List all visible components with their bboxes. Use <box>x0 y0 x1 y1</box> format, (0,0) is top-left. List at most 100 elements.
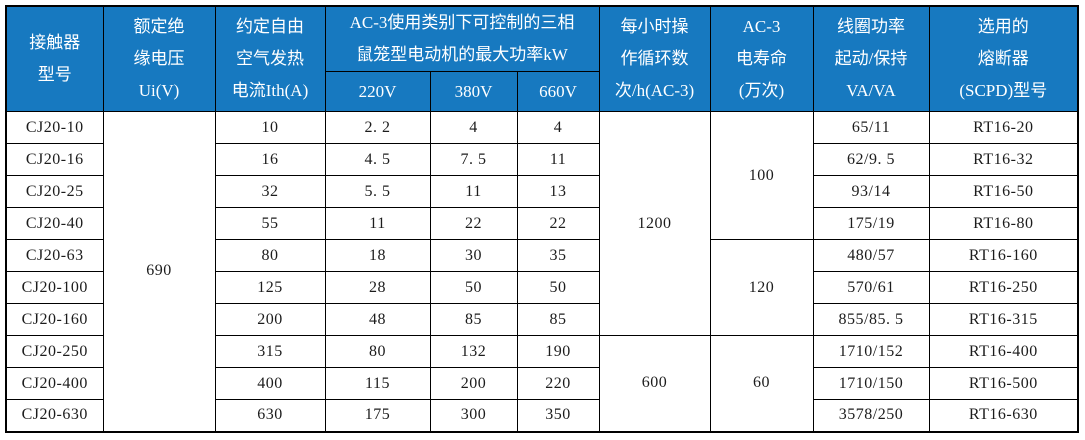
cell-coil: 1710/152 <box>812 335 930 368</box>
header-row-main: 接触器 型号 额定绝 缘电压 Ui(V) 约定自由 空气发热 电流Ith(A) … <box>5 5 1079 112</box>
table-header: 接触器 型号 额定绝 缘电压 Ui(V) 约定自由 空气发热 电流Ith(A) … <box>5 5 1079 112</box>
cell-coil: 3578/250 <box>812 399 930 432</box>
col-header-insulation-voltage: 额定绝 缘电压 Ui(V) <box>102 5 216 112</box>
cell-ith: 315 <box>214 335 326 368</box>
col-header-fuse: 选用的 熔断器 (SCPD)型号 <box>928 5 1079 112</box>
cell-kw660: 4 <box>516 111 600 144</box>
col-header-660v: 660V <box>516 71 600 112</box>
cell-kw660: 350 <box>516 399 600 432</box>
cell-model: CJ20-630 <box>5 399 104 432</box>
table-row: CJ20-25 32 5. 5 11 13 93/14 RT16-50 <box>5 175 1079 208</box>
table-row: CJ20-250 315 80 132 190 600 60 1710/152 … <box>5 335 1079 432</box>
cell-kw380: 50 <box>429 271 518 304</box>
cell-life-merged: 100 <box>709 111 814 240</box>
col-header-ac3-power-group: AC-3使用类别下可控制的三相 鼠笼型电动机的最大功率kW <box>324 5 600 72</box>
cell-kw380: 22 <box>429 207 518 240</box>
table-row: CJ20-63 80 18 30 35 120 480/57 RT16-160 <box>5 239 1079 336</box>
contactor-spec-table: 接触器 型号 额定绝 缘电压 Ui(V) 约定自由 空气发热 电流Ith(A) … <box>5 5 1080 433</box>
cell-kw660: 35 <box>516 239 600 272</box>
cell-kw380: 85 <box>429 303 518 336</box>
cell-kw380: 132 <box>429 335 518 368</box>
cell-model: CJ20-63 <box>5 239 104 272</box>
cell-kw660: 22 <box>516 207 600 240</box>
cell-kw660: 13 <box>516 175 600 208</box>
header-row-voltages: 220V 380V 660V <box>6 71 1078 112</box>
cell-ith: 55 <box>214 207 326 240</box>
cell-coil: 855/85. 5 <box>812 303 930 336</box>
cell-kw220: 115 <box>324 367 431 400</box>
table-body: CJ20-10 690 10 2. 2 4 4 1200 100 65/11 R… <box>5 111 1079 432</box>
cell-coil: 65/11 <box>812 111 930 144</box>
table-row: CJ20-630 630 175 300 350 3578/250 RT16-6… <box>5 399 1079 432</box>
cell-kw380: 200 <box>429 367 518 400</box>
cell-kw220: 18 <box>324 239 431 272</box>
cell-fuse: RT16-50 <box>928 175 1079 208</box>
cell-kw660: 50 <box>516 271 600 304</box>
col-header-electrical-life: AC-3 电寿命 (万次) <box>709 5 814 112</box>
cell-life-merged: 120 <box>709 239 814 336</box>
cell-kw380: 30 <box>429 239 518 272</box>
cell-fuse: RT16-315 <box>928 303 1079 336</box>
cell-kw220: 28 <box>324 271 431 304</box>
cell-ith: 32 <box>214 175 326 208</box>
cell-insulation-voltage-merged: 690 <box>102 111 216 432</box>
cell-kw660: 11 <box>516 143 600 176</box>
table-row: CJ20-100 125 28 50 50 570/61 RT16-250 <box>5 271 1079 304</box>
cell-ith: 400 <box>214 367 326 400</box>
cell-kw220: 4. 5 <box>324 143 431 176</box>
cell-fuse: RT16-250 <box>928 271 1079 304</box>
cell-kw220: 2. 2 <box>324 111 431 144</box>
col-header-380v: 380V <box>429 71 518 112</box>
cell-kw380: 300 <box>429 399 518 432</box>
cell-ith: 10 <box>214 111 326 144</box>
cell-kw220: 5. 5 <box>324 175 431 208</box>
cell-fuse: RT16-630 <box>928 399 1079 432</box>
cell-coil: 480/57 <box>812 239 930 272</box>
cell-ith: 80 <box>214 239 326 272</box>
cell-cycles-merged: 1200 <box>598 111 711 336</box>
table-row: CJ20-400 400 115 200 220 1710/150 RT16-5… <box>5 367 1079 400</box>
cell-ith: 125 <box>214 271 326 304</box>
cell-model: CJ20-160 <box>5 303 104 336</box>
col-header-thermal-current: 约定自由 空气发热 电流Ith(A) <box>214 5 326 112</box>
cell-coil: 1710/150 <box>812 367 930 400</box>
cell-fuse: RT16-400 <box>928 335 1079 368</box>
cell-coil: 570/61 <box>812 271 930 304</box>
cell-model: CJ20-10 <box>5 111 104 144</box>
table-row: CJ20-16 16 4. 5 7. 5 11 62/9. 5 RT16-32 <box>5 143 1079 176</box>
table-row: CJ20-40 55 11 22 22 175/19 RT16-80 <box>5 207 1079 240</box>
cell-fuse: RT16-500 <box>928 367 1079 400</box>
cell-ith: 16 <box>214 143 326 176</box>
cell-kw220: 80 <box>324 335 431 368</box>
cell-life-merged: 60 <box>709 335 814 432</box>
cell-model: CJ20-40 <box>5 207 104 240</box>
cell-kw220: 175 <box>324 399 431 432</box>
cell-model: CJ20-400 <box>5 367 104 400</box>
cell-kw660: 85 <box>516 303 600 336</box>
cell-model: CJ20-25 <box>5 175 104 208</box>
cell-kw660: 190 <box>516 335 600 368</box>
cell-coil: 62/9. 5 <box>812 143 930 176</box>
cell-fuse: RT16-20 <box>928 111 1079 144</box>
cell-ith: 630 <box>214 399 326 432</box>
col-header-cycles-per-hour: 每小时操 作循环数 次/h(AC-3) <box>598 5 711 112</box>
cell-kw660: 220 <box>516 367 600 400</box>
col-header-model: 接触器 型号 <box>5 5 104 112</box>
cell-kw380: 4 <box>429 111 518 144</box>
cell-kw380: 11 <box>429 175 518 208</box>
col-header-220v: 220V <box>324 71 431 112</box>
cell-fuse: RT16-160 <box>928 239 1079 272</box>
cell-coil: 175/19 <box>812 207 930 240</box>
cell-coil: 93/14 <box>812 175 930 208</box>
cell-kw380: 7. 5 <box>429 143 518 176</box>
cell-fuse: RT16-80 <box>928 207 1079 240</box>
cell-cycles-merged: 600 <box>598 335 711 432</box>
cell-kw220: 48 <box>324 303 431 336</box>
cell-fuse: RT16-32 <box>928 143 1079 176</box>
cell-kw220: 11 <box>324 207 431 240</box>
cell-ith: 200 <box>214 303 326 336</box>
cell-model: CJ20-250 <box>5 335 104 368</box>
cell-model: CJ20-100 <box>5 271 104 304</box>
col-header-coil-power: 线圈功率 起动/保持 VA/VA <box>812 5 930 112</box>
